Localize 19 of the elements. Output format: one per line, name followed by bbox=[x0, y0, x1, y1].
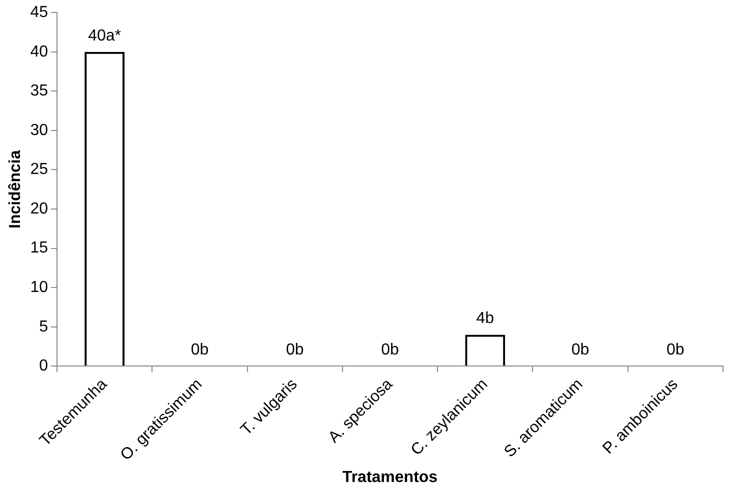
data-label: 0b bbox=[381, 342, 399, 359]
data-label: 0b bbox=[286, 342, 304, 359]
y-tick-label: 15 bbox=[30, 240, 48, 257]
data-label: 0b bbox=[666, 342, 684, 359]
data-label: 0b bbox=[571, 342, 590, 359]
y-tick-label: 5 bbox=[39, 318, 48, 336]
data-label: 0b bbox=[190, 342, 209, 359]
y-tick-label: 45 bbox=[30, 4, 48, 22]
y-tick-label: 40 bbox=[30, 43, 48, 60]
data-label: 4b bbox=[476, 310, 494, 328]
x-axis-title: Tratamentos bbox=[342, 468, 438, 486]
y-tick-label: 30 bbox=[30, 122, 48, 139]
y-axis-title: Incidência bbox=[7, 150, 24, 229]
y-tick-label: 25 bbox=[30, 161, 48, 178]
y-tick-label: 0 bbox=[39, 358, 48, 375]
y-tick-label: 20 bbox=[30, 200, 48, 218]
y-tick-label: 35 bbox=[30, 82, 48, 100]
data-label: 40a* bbox=[88, 27, 122, 44]
y-tick-label: 10 bbox=[30, 278, 48, 296]
